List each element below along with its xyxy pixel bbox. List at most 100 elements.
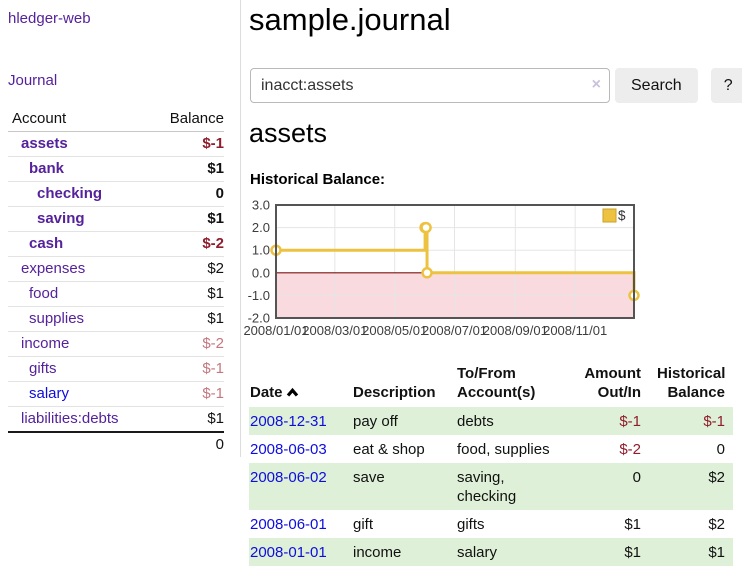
transaction-description-cell: pay off — [345, 407, 449, 435]
account-balance: $1 — [149, 206, 224, 232]
amount-column-header: Amount Out/In — [584, 365, 641, 401]
page-title: sample.journal — [249, 2, 451, 37]
account-row: supplies $1 — [8, 306, 224, 332]
search-input-wrap: × — [250, 68, 610, 103]
transaction-amount-cell: $1 — [569, 538, 649, 566]
accounts-tbody: assets $-1 bank $1 checking 0 saving $1 cash $-2 e… — [8, 131, 224, 433]
account-row: liabilities:debts $1 — [8, 407, 224, 433]
balance-chart: $3.0 2.0 1.0 0.0 -1.0 -2.02008/01/012008/03/0… — [243, 198, 640, 338]
svg-text:0.0: 0.0 — [252, 265, 270, 280]
transaction-accounts-cell: food, supplies — [457, 440, 550, 458]
transaction-balance-cell: $1 — [649, 538, 733, 566]
transaction-date-cell: 2008-06-03 — [249, 435, 345, 463]
register-row: 2008-06-03 eat & shop food, supplies $-2 0 — [249, 435, 733, 463]
account-link-assets[interactable]: assets — [21, 135, 68, 152]
transaction-balance-cell: $2 — [708, 515, 725, 533]
svg-text:1.0: 1.0 — [252, 243, 270, 258]
transaction-amount-cell: 0 — [569, 463, 649, 510]
account-balance: $-2 — [149, 331, 224, 357]
account-row: assets $-1 — [8, 131, 224, 157]
help-button[interactable]: ? — [710, 68, 742, 103]
brand-link[interactable]: hledger-web — [8, 10, 91, 27]
account-cell: supplies — [8, 306, 150, 332]
svg-text:-2.0: -2.0 — [248, 311, 270, 326]
account-link-income[interactable]: income — [21, 335, 70, 352]
account-cell: assets — [8, 131, 150, 157]
register-row: 2008-12-31 pay off debts $-1 $-1 — [249, 407, 733, 435]
svg-text:3.0: 3.0 — [252, 198, 270, 213]
account-link-liabilities-debts[interactable]: liabilities:debts — [21, 410, 119, 427]
svg-text:2008/11/01: 2008/11/01 — [543, 323, 607, 338]
register-table: Date Description To/From Account(s) Amou… — [249, 362, 733, 566]
account-balance: $1 — [149, 306, 224, 332]
account-link-food[interactable]: food — [29, 285, 59, 302]
register-row: 2008-01-01 income salary $1 $1 — [249, 538, 733, 566]
account-heading: assets — [249, 118, 328, 148]
account-cell: income — [8, 331, 150, 357]
account-cell: gifts — [8, 356, 150, 382]
transaction-date-link[interactable]: 2008-12-31 — [250, 412, 327, 430]
transaction-accounts-cell: salary — [449, 538, 569, 566]
transaction-accounts-cell: debts — [449, 407, 569, 435]
tofrom-accounts-column-header: To/From Account(s) — [457, 365, 536, 401]
transaction-balance-cell: 0 — [716, 440, 725, 458]
account-row: income $-2 — [8, 331, 224, 357]
transaction-date-link[interactable]: 2008-06-01 — [250, 515, 327, 533]
account-link-expenses[interactable]: expenses — [21, 260, 86, 277]
account-row: gifts $-1 — [8, 356, 224, 382]
balance-column-header: Balance — [149, 108, 224, 132]
transaction-date-link[interactable]: 2008-06-02 — [250, 468, 327, 486]
account-balance: $-1 — [149, 356, 224, 382]
register-tbody: 2008-12-31 pay off debts $-1 $-1 2008-06-03 ea… — [249, 407, 733, 566]
account-link-supplies[interactable]: supplies — [29, 310, 85, 327]
main-content: sample.journal × Search ? assets Histori… — [243, 0, 742, 582]
account-link-gifts[interactable]: gifts — [29, 360, 57, 377]
transaction-description-cell: gift — [353, 515, 374, 533]
transaction-amount-cell: $-2 — [619, 440, 641, 458]
clear-search-icon[interactable]: × — [591, 76, 601, 93]
sort-ascending-icon — [286, 387, 298, 397]
date-column-header[interactable]: Date — [249, 362, 345, 407]
account-link-saving[interactable]: saving — [37, 210, 85, 227]
svg-text:2.0: 2.0 — [252, 220, 270, 235]
account-row: saving $1 — [8, 206, 224, 232]
account-row: checking 0 — [8, 181, 224, 207]
account-link-bank[interactable]: bank — [29, 160, 65, 177]
account-link-cash[interactable]: cash — [29, 235, 64, 252]
transaction-date-link[interactable]: 2008-06-03 — [250, 440, 327, 458]
account-link-salary[interactable]: salary — [29, 385, 70, 402]
register-row: 2008-06-02 save saving, checking 0 $2 — [249, 463, 733, 510]
account-row: food $1 — [8, 281, 224, 307]
transaction-description-cell: income — [345, 538, 449, 566]
transaction-balance-cell: $2 — [649, 463, 733, 510]
svg-text:-1.0: -1.0 — [248, 288, 270, 303]
svg-text:2008/09/01: 2008/09/01 — [483, 323, 548, 338]
transaction-accounts-cell: saving, checking — [449, 463, 569, 510]
account-row: salary $-1 — [8, 381, 224, 407]
account-link-checking[interactable]: checking — [37, 185, 103, 202]
account-cell: checking — [8, 181, 150, 207]
transaction-date-link[interactable]: 2008-01-01 — [250, 543, 327, 561]
account-balance: $-2 — [149, 231, 224, 257]
account-row: cash $-2 — [8, 231, 224, 257]
accounts-table: Account Balance assets $-1 bank $1 checking 0… — [8, 108, 224, 457]
account-row: expenses $2 — [8, 256, 224, 282]
search-form: × Search ? — [250, 68, 742, 103]
accounts-total-row: 0 — [8, 431, 224, 457]
accounts-header-row: Account Balance — [8, 108, 224, 132]
search-input[interactable] — [250, 68, 610, 103]
register-header-row: Date Description To/From Account(s) Amou… — [249, 362, 733, 407]
sidebar-item-journal[interactable]: Journal — [8, 72, 58, 89]
account-cell: liabilities:debts — [8, 407, 149, 433]
svg-text:2008/07/01: 2008/07/01 — [422, 323, 487, 338]
account-cell: salary — [8, 381, 150, 407]
register-row: 2008-06-01 gift gifts $1 $2 — [249, 510, 733, 538]
search-button[interactable]: Search — [615, 68, 698, 103]
account-balance: $2 — [149, 256, 224, 282]
transaction-description-cell: save — [345, 463, 449, 510]
transaction-date-cell: 2008-01-01 — [249, 538, 345, 566]
svg-text:2008/05/01: 2008/05/01 — [362, 323, 427, 338]
sidebar: hledger-web Journal Account Balance asse… — [0, 0, 241, 457]
account-balance: $1 — [207, 410, 224, 427]
